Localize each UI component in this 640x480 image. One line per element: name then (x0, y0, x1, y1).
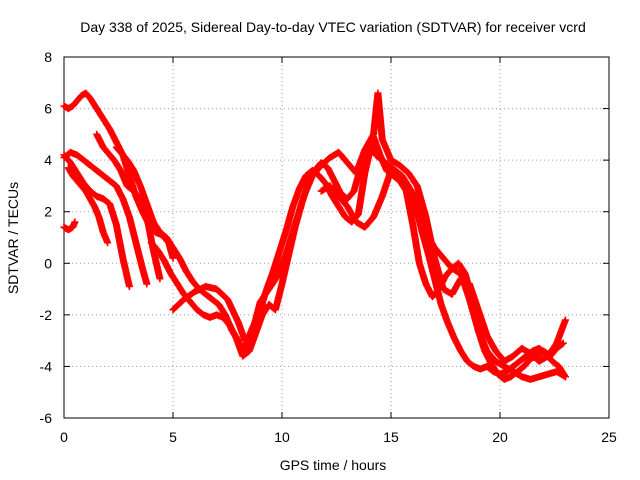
y-tick-label: -6 (40, 410, 53, 426)
x-tick-label: 25 (601, 429, 617, 445)
series-markers (60, 218, 79, 234)
x-tick-label: 15 (383, 429, 399, 445)
series-markers (60, 151, 133, 290)
axis-ticks: 0 5 10 15 20 25 -6 -4 -2 0 2 4 6 8 (40, 49, 617, 445)
y-tick-label: -2 (40, 307, 53, 323)
series-track-5 (60, 218, 79, 234)
y-tick-label: 2 (44, 204, 52, 220)
x-tick-label: 5 (169, 429, 177, 445)
y-tick-label: 4 (44, 152, 52, 168)
series-track-10 (317, 166, 569, 383)
series-track-4 (64, 164, 112, 247)
x-tick-label: 20 (492, 429, 508, 445)
x-tick-label: 0 (60, 429, 68, 445)
chart-title: Day 338 of 2025, Sidereal Day-to-day VTE… (80, 19, 586, 35)
plot-frame (63, 56, 610, 419)
grid (64, 57, 609, 418)
x-axis-label: GPS time / hours (280, 457, 387, 473)
x-tick-label: 10 (274, 429, 290, 445)
series-markers (64, 164, 112, 247)
series-track-3 (60, 151, 133, 290)
y-tick-label: 8 (44, 49, 52, 65)
y-tick-label: 0 (44, 255, 52, 271)
data-layer (60, 89, 569, 383)
y-tick-label: 6 (44, 101, 52, 117)
y-tick-label: -4 (40, 358, 53, 374)
y-axis-label: SDTVAR / TECUs (5, 182, 21, 294)
series-markers (317, 166, 569, 383)
